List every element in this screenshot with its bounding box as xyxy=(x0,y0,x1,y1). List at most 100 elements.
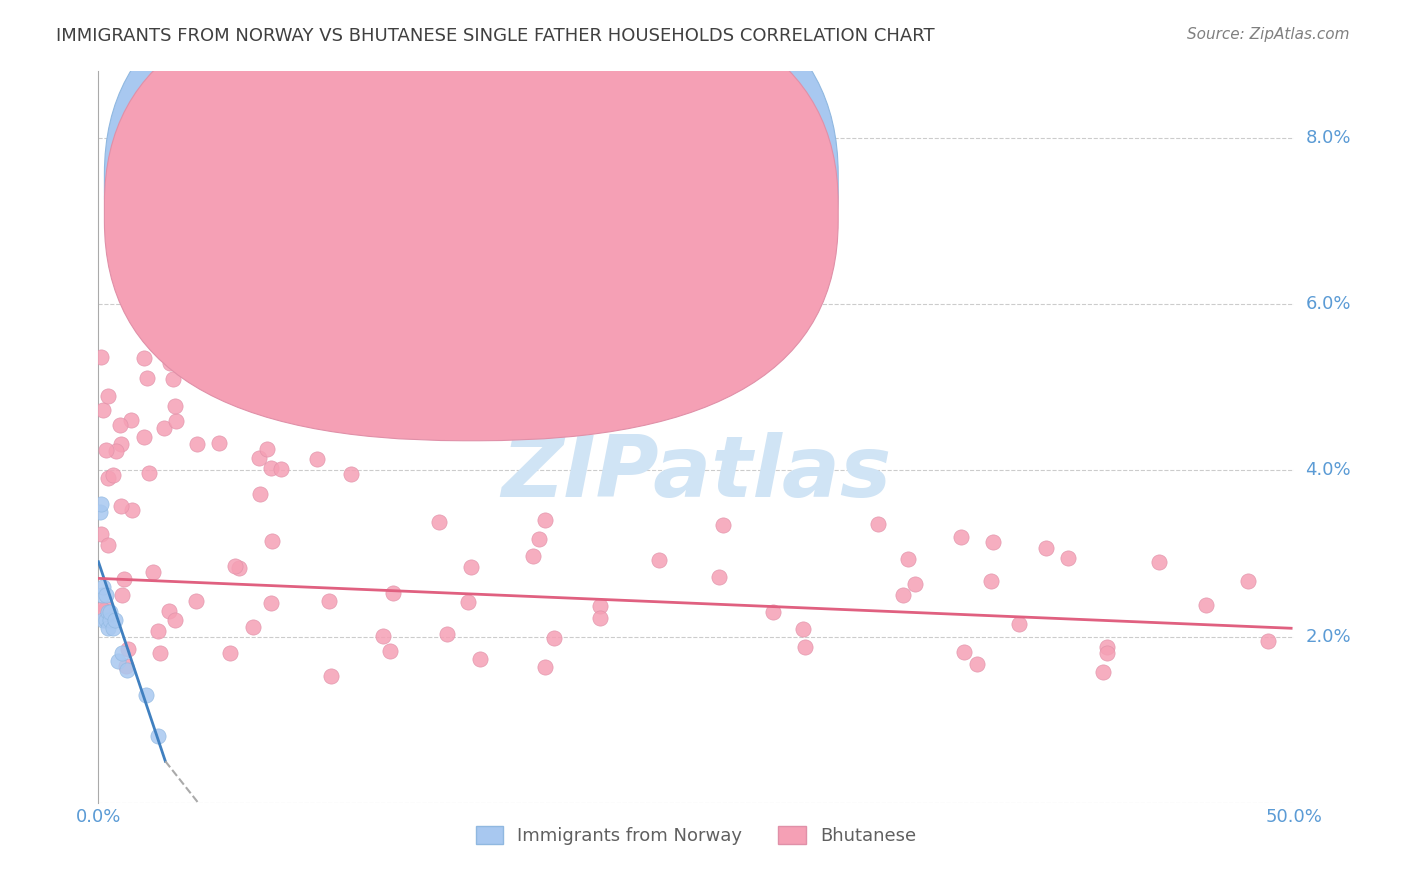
FancyBboxPatch shape xyxy=(446,152,744,254)
Point xyxy=(966,657,988,672)
Point xyxy=(90,350,112,364)
Point xyxy=(90,497,112,511)
Point xyxy=(980,574,1002,589)
Point xyxy=(103,468,125,483)
Point xyxy=(707,570,730,584)
Point xyxy=(159,356,181,370)
Text: ZIPatlas: ZIPatlas xyxy=(501,432,891,516)
Point xyxy=(152,421,174,435)
Point xyxy=(104,444,127,458)
Point xyxy=(91,580,114,594)
Point xyxy=(104,613,127,627)
Point xyxy=(794,640,817,654)
Point xyxy=(1147,555,1170,569)
Point xyxy=(228,561,250,575)
Point xyxy=(110,500,132,514)
Point xyxy=(148,729,170,743)
Point xyxy=(165,613,187,627)
Point xyxy=(159,604,181,618)
Point xyxy=(762,605,785,619)
Point xyxy=(460,560,482,574)
Point xyxy=(1097,646,1119,660)
Point xyxy=(121,502,143,516)
Point xyxy=(115,659,138,673)
Point xyxy=(904,576,927,591)
Point xyxy=(224,559,246,574)
Point xyxy=(981,535,1004,549)
Point xyxy=(1257,634,1279,648)
Text: IMMIGRANTS FROM NORWAY VS BHUTANESE SINGLE FATHER HOUSEHOLDS CORRELATION CHART: IMMIGRANTS FROM NORWAY VS BHUTANESE SING… xyxy=(56,27,935,45)
Point xyxy=(142,565,165,579)
Point xyxy=(1008,616,1031,631)
Point xyxy=(436,627,458,641)
Point xyxy=(208,436,231,450)
Point xyxy=(648,552,671,566)
Point xyxy=(110,437,132,451)
Point xyxy=(107,655,129,669)
Point xyxy=(378,644,401,658)
Point xyxy=(374,114,396,128)
Point xyxy=(94,613,117,627)
Point xyxy=(302,363,325,377)
Point xyxy=(1195,598,1218,612)
Point xyxy=(91,613,114,627)
Point xyxy=(256,442,278,456)
Point xyxy=(340,467,363,481)
Text: 8.0%: 8.0% xyxy=(1306,128,1351,147)
Point xyxy=(89,505,111,519)
Point xyxy=(278,355,301,369)
Point xyxy=(115,663,138,677)
Point xyxy=(307,452,329,467)
Point xyxy=(1057,551,1080,566)
Text: 6.0%: 6.0% xyxy=(1306,295,1351,313)
Point xyxy=(340,392,363,406)
Point xyxy=(132,430,155,444)
Point xyxy=(543,631,565,645)
Point xyxy=(97,471,120,485)
Point xyxy=(457,594,479,608)
Legend: Immigrants from Norway, Bhutanese: Immigrants from Norway, Bhutanese xyxy=(468,819,924,852)
Text: Source: ZipAtlas.com: Source: ZipAtlas.com xyxy=(1187,27,1350,42)
Point xyxy=(868,516,890,531)
Point xyxy=(242,620,264,634)
Point xyxy=(91,588,114,602)
Point xyxy=(91,602,114,616)
Point xyxy=(98,613,122,627)
Point xyxy=(165,414,187,428)
FancyBboxPatch shape xyxy=(104,0,838,411)
Text: 4.0%: 4.0% xyxy=(1306,461,1351,479)
Point xyxy=(247,451,270,466)
Point xyxy=(529,532,551,546)
Point xyxy=(148,624,170,638)
Point xyxy=(1091,665,1114,679)
Point xyxy=(97,389,120,403)
Point xyxy=(97,538,120,552)
Text: R = -0.329   N = 18: R = -0.329 N = 18 xyxy=(486,178,693,195)
Point xyxy=(897,552,920,566)
Point xyxy=(589,611,612,625)
Point xyxy=(163,399,186,413)
Point xyxy=(186,437,208,451)
Point xyxy=(321,669,343,683)
Point xyxy=(534,513,557,527)
Point xyxy=(270,462,292,476)
Point xyxy=(94,600,117,615)
Point xyxy=(1035,541,1057,555)
Point xyxy=(149,646,172,660)
Point xyxy=(111,646,134,660)
Point xyxy=(162,372,184,386)
Point xyxy=(98,605,122,619)
Point xyxy=(90,526,112,541)
Point xyxy=(1237,574,1260,589)
Point xyxy=(318,593,340,607)
Point xyxy=(354,359,377,374)
Point xyxy=(418,407,440,421)
Point xyxy=(792,623,814,637)
Point xyxy=(588,599,610,613)
Point xyxy=(468,652,491,666)
Point xyxy=(132,351,155,365)
Point xyxy=(135,688,157,702)
Point xyxy=(184,594,207,608)
Point xyxy=(259,461,281,475)
Point xyxy=(101,621,124,635)
